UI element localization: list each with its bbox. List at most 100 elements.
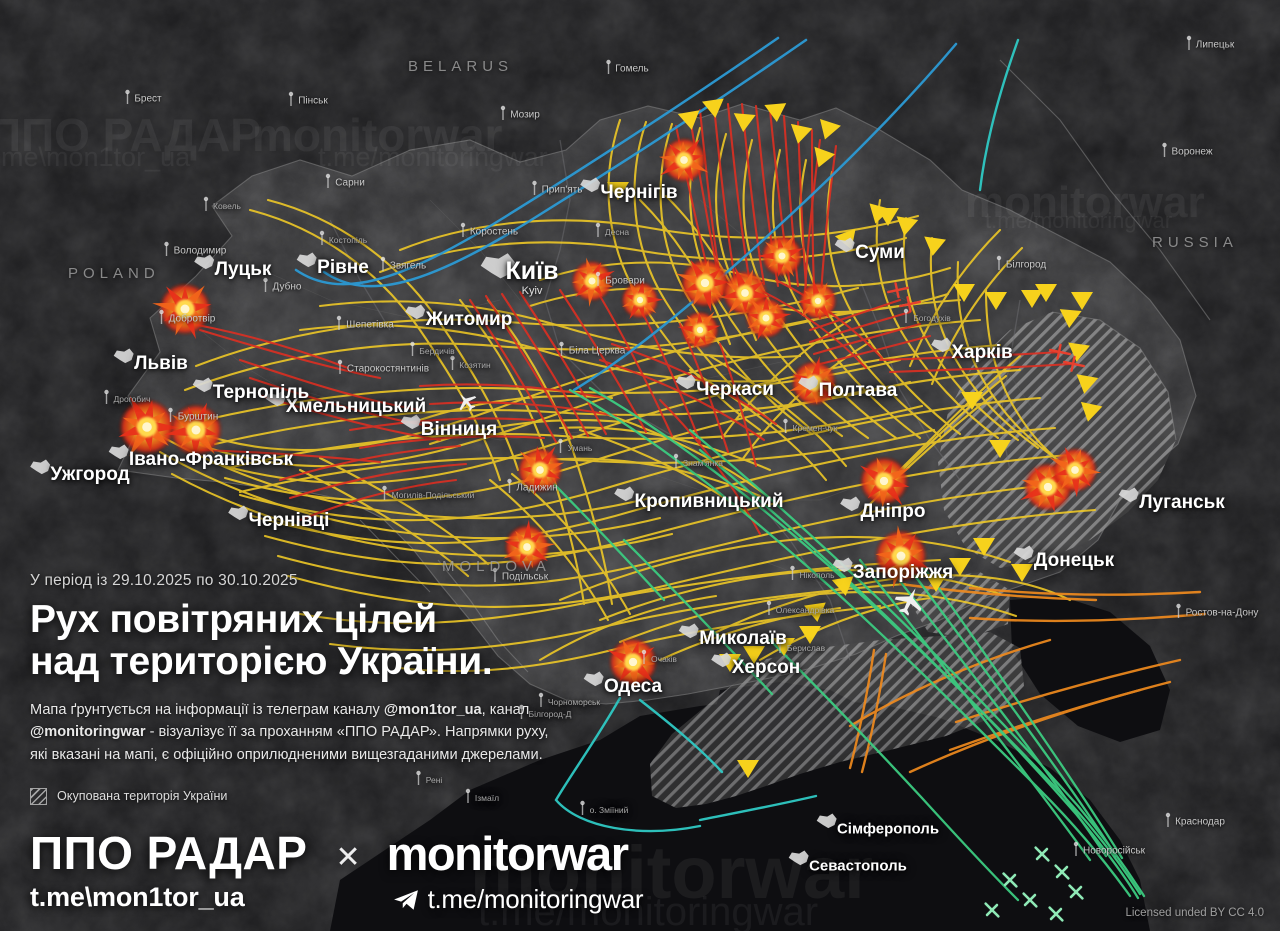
- city-shape-icon: [108, 444, 129, 460]
- legend-label: Окупована територія України: [57, 789, 228, 804]
- explosion-icon-14: [874, 525, 931, 589]
- city-pin-icon: [416, 770, 421, 785]
- explosion-icon-17: [797, 277, 837, 320]
- city-shape-icon: [194, 254, 215, 270]
- country-label-russia: RUSSIA: [1152, 234, 1238, 251]
- city-pin-icon: [903, 308, 909, 323]
- country-label-moldova: MOLDOVA: [442, 558, 551, 575]
- city-pin-icon: [1165, 812, 1171, 827]
- city-pin-icon: [263, 277, 268, 292]
- city-shape-icon: [614, 486, 635, 502]
- city-pin-icon: [532, 180, 537, 195]
- description-text: Мапа ґрунтується на інформації із телегр…: [30, 699, 550, 766]
- explosion-icon-13: [859, 456, 911, 509]
- explosion-icon-10: [756, 233, 804, 277]
- city-shape-icon: [840, 496, 861, 512]
- city-shape-icon: [192, 377, 213, 393]
- city-pin-icon: [766, 600, 772, 615]
- city-shape-icon: [296, 252, 317, 268]
- page-title: Рух повітряних цілей над територією Укра…: [30, 598, 590, 683]
- source-handle-2: @monitoringwar: [30, 724, 146, 741]
- arrowhead-icons: [607, 98, 1103, 778]
- city-shape-icon: [265, 391, 286, 407]
- period-text: У період із 29.10.2025 по 30.10.2025: [30, 572, 298, 589]
- city-shape-icon: [580, 177, 601, 193]
- explosion-icon-2: [164, 402, 223, 457]
- city-pin-icon: [559, 341, 564, 356]
- city-pin-icon: [1073, 841, 1079, 856]
- city-shape-icon: [400, 414, 421, 430]
- headline-line-1: Рух повітряних цілей: [30, 598, 437, 641]
- monitorwar-name: monitorwar: [386, 827, 629, 880]
- city-pin-icon: [595, 271, 601, 286]
- city-pin-icon: [410, 341, 415, 356]
- aircraft-icons: [459, 394, 922, 616]
- city-shape-icon: [711, 652, 732, 668]
- hatched-square-icon: [30, 787, 47, 805]
- city-pin-icon: [460, 222, 466, 237]
- explosion-icon-16: [1049, 446, 1102, 498]
- explosion-icon-11: [745, 295, 792, 341]
- city-pin-icon: [380, 256, 386, 271]
- trajectories-teal: [554, 38, 1020, 833]
- city-pin-icon: [465, 788, 471, 803]
- city-shape-icon: [798, 375, 819, 391]
- city-pin-icon: [168, 407, 173, 422]
- explosion-icons: [118, 137, 1102, 690]
- description-part-2: , канал: [481, 702, 530, 719]
- city-pin-icon: [507, 478, 512, 493]
- city-shape-icon: [583, 671, 604, 687]
- city-pin-icon: [337, 359, 343, 374]
- city-pin-icon: [790, 565, 795, 580]
- city-shape-icon: [816, 813, 837, 829]
- borders-layer: [117, 59, 1211, 705]
- monitorwar-handle-row[interactable]: t.me/monitoringwar: [387, 884, 644, 915]
- source-handle-1: @mon1tor_ua: [383, 702, 482, 719]
- city-pin-icon: [558, 438, 563, 453]
- city-pin-icon: [500, 105, 506, 120]
- city-pin-icon: [325, 173, 331, 188]
- city-shape-icon: [931, 337, 952, 353]
- explosion-icon-5: [607, 637, 658, 690]
- city-pin-icon: [1186, 35, 1192, 50]
- city-shape-icon: [405, 304, 426, 320]
- monitorwar-brand: monitorwar t.me/monitoringwar: [387, 830, 644, 915]
- city-pin-icon: [519, 704, 524, 719]
- city-shape-icon: [228, 505, 249, 521]
- ppo-radar-brand: ППО РАДАР t.me\mon1tor_ua: [30, 830, 307, 913]
- city-pin-icon: [319, 230, 325, 245]
- city-pin-icon: [1176, 603, 1181, 618]
- city-shape-icon: [113, 348, 134, 364]
- city-shape-icon: [1118, 487, 1139, 503]
- explosion-icon-8: [675, 258, 730, 313]
- city-pin-icon: [777, 638, 783, 653]
- city-pin-icon: [595, 222, 601, 237]
- explosion-icon-3: [517, 446, 565, 496]
- city-pin-icon: [783, 418, 788, 433]
- city-pin-icon: [125, 89, 130, 104]
- country-label-poland: POLAND: [68, 265, 160, 282]
- city-pin-icon: [1162, 142, 1167, 157]
- city-pin-icon: [203, 196, 209, 211]
- description-part-1: Мапа ґрунтується на інформації із телегр…: [30, 702, 384, 719]
- city-pin-icon: [538, 692, 544, 707]
- city-pin-icon: [606, 59, 611, 74]
- city-shape-icon: [30, 459, 51, 475]
- explosion-icon-7: [658, 137, 709, 183]
- explosion-icon-0: [152, 282, 212, 340]
- city-pin-icon: [104, 389, 109, 404]
- city-pin-icon: [288, 91, 294, 106]
- ppo-radar-handle[interactable]: t.me\mon1tor_ua: [30, 882, 245, 912]
- explosion-icon-1: [118, 395, 180, 457]
- city-pin-icon: [492, 567, 498, 582]
- city-shape-icon: [678, 623, 699, 639]
- aircraft-cross-icons: [984, 846, 1084, 922]
- info-panel: У період із 29.10.2025 по 30.10.2025 Рух…: [30, 572, 590, 805]
- city-pin-icon: [164, 241, 169, 256]
- license-text: Licensed unded BY CC 4.0: [1125, 907, 1264, 919]
- telegram-icon: [393, 889, 418, 910]
- city-shape-icons: [30, 35, 1192, 866]
- city-pin-icon: [450, 355, 455, 370]
- explosion-icon-18: [677, 311, 721, 349]
